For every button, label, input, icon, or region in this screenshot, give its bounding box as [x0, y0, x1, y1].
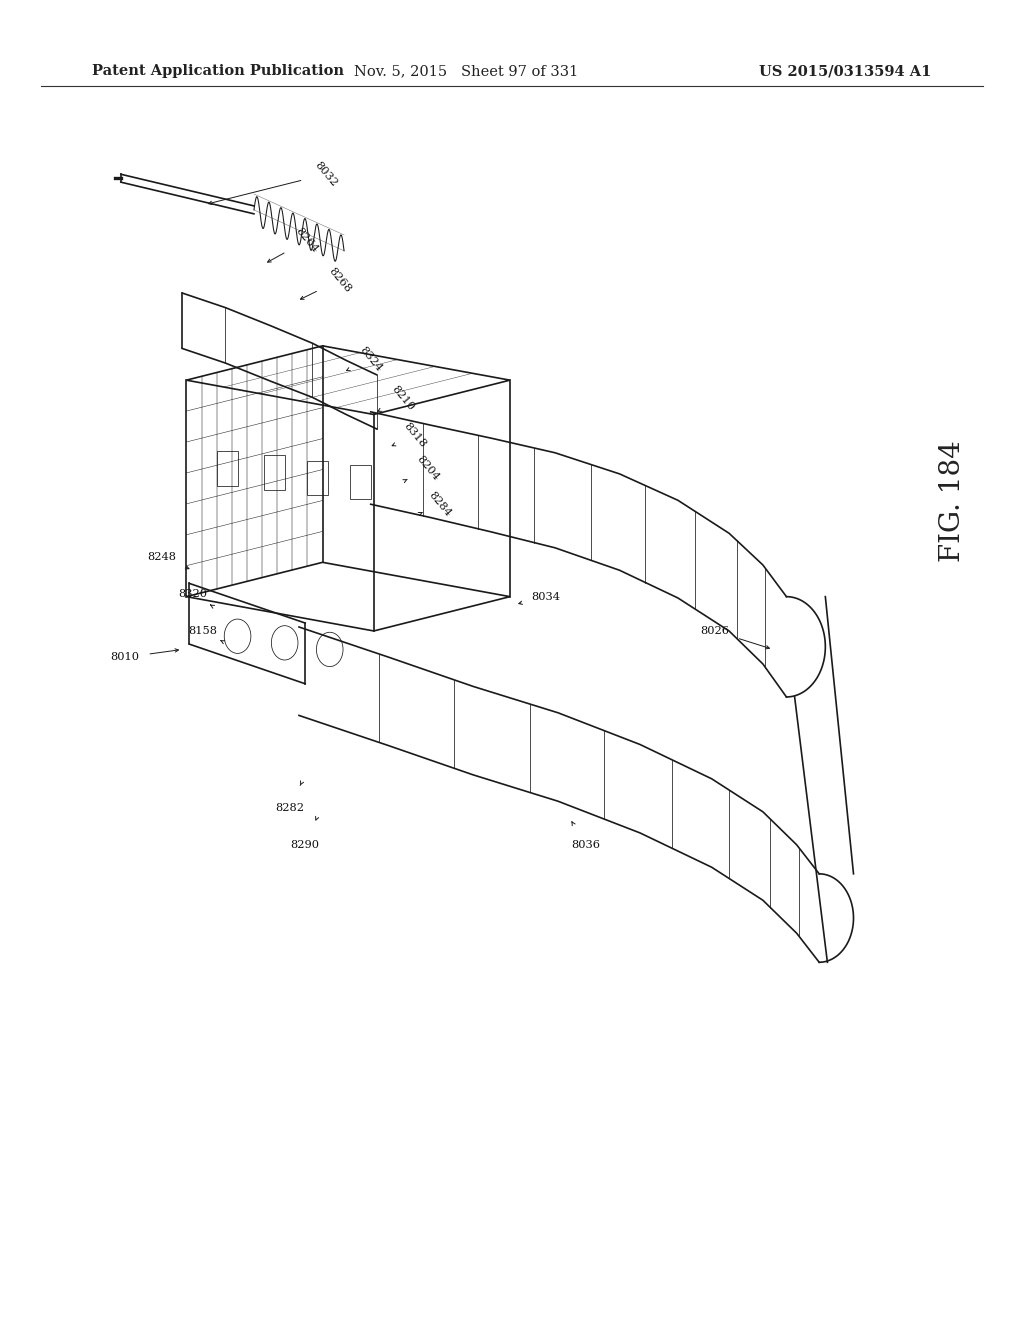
- Text: 8026: 8026: [700, 626, 729, 636]
- Text: 8210: 8210: [389, 384, 416, 413]
- Text: 8318: 8318: [401, 421, 428, 450]
- Text: 8158: 8158: [188, 626, 217, 636]
- Text: 8284: 8284: [427, 490, 454, 519]
- Bar: [307, 461, 328, 495]
- Text: 8204: 8204: [415, 454, 441, 483]
- Text: 8036: 8036: [571, 840, 600, 850]
- Text: Nov. 5, 2015   Sheet 97 of 331: Nov. 5, 2015 Sheet 97 of 331: [354, 65, 578, 78]
- Text: 8032: 8032: [312, 160, 339, 189]
- Text: 8290: 8290: [291, 840, 319, 850]
- Text: 8324: 8324: [357, 345, 384, 374]
- Text: 8268: 8268: [327, 265, 353, 294]
- Text: 8282: 8282: [275, 803, 304, 813]
- Text: 8248: 8248: [147, 552, 176, 562]
- Text: 8034: 8034: [531, 591, 560, 602]
- Bar: [264, 455, 285, 490]
- Text: 8264: 8264: [294, 226, 321, 255]
- Bar: [217, 451, 238, 486]
- Text: 8320: 8320: [178, 589, 207, 599]
- Text: FIG. 184: FIG. 184: [939, 441, 966, 562]
- Text: US 2015/0313594 A1: US 2015/0313594 A1: [760, 65, 932, 78]
- Text: 8010: 8010: [111, 652, 139, 663]
- Text: Patent Application Publication: Patent Application Publication: [92, 65, 344, 78]
- Bar: [350, 465, 371, 499]
